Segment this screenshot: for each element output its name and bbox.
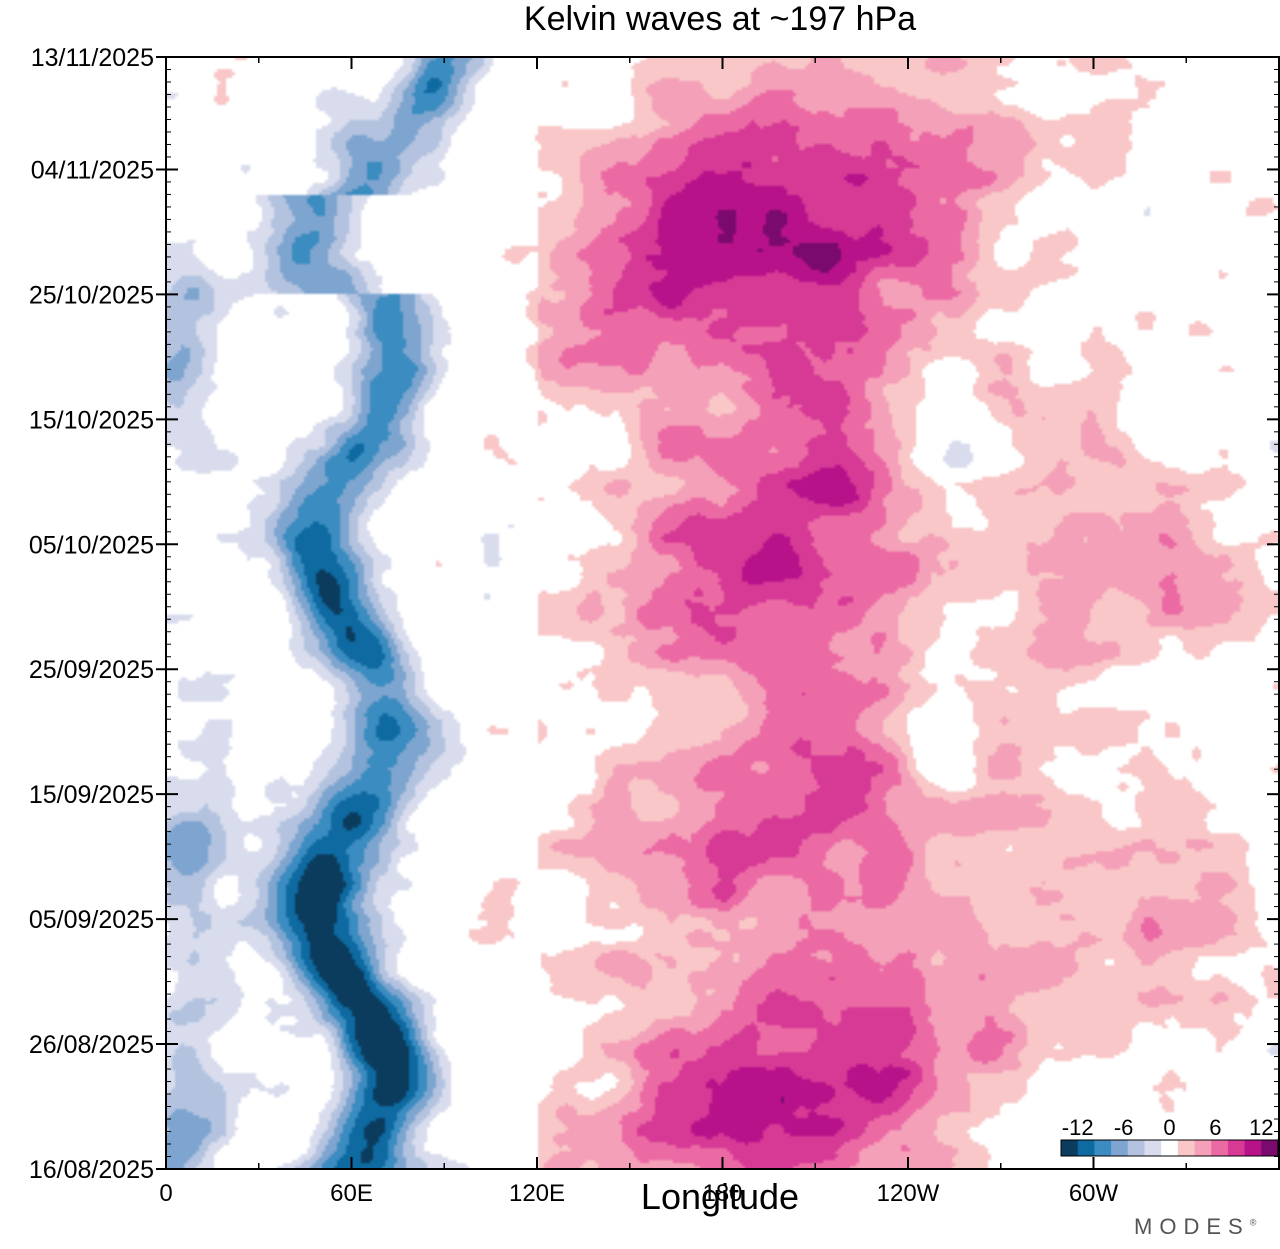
y-tick-label: 26/08/2025 — [29, 1031, 154, 1059]
colorbar-swatch — [1127, 1140, 1145, 1156]
x-tick-label: 120E — [509, 1180, 565, 1207]
colorbar-swatch — [1194, 1140, 1212, 1156]
y-tick-label: 05/10/2025 — [29, 531, 154, 559]
colorbar-swatch — [1261, 1140, 1279, 1156]
colorbar-swatch — [1061, 1140, 1079, 1156]
logo-mark: ® — [1249, 1217, 1257, 1228]
y-tick-label: 13/11/2025 — [31, 44, 154, 72]
modes-logo: MODES® — [1134, 1214, 1256, 1240]
colorbar-swatch — [1244, 1140, 1262, 1156]
x-tick-label: 120W — [877, 1180, 940, 1207]
anomaly-field — [166, 57, 1279, 1169]
colorbar-swatch — [1227, 1140, 1246, 1156]
x-tick-label: 180 — [702, 1180, 742, 1207]
x-tick-label: 60E — [330, 1180, 373, 1207]
y-tick-label: 05/09/2025 — [29, 906, 154, 934]
colorbar-label: 0 — [1163, 1115, 1175, 1140]
colorbar-label: -6 — [1114, 1115, 1134, 1140]
colorbar: -12 -6 0 6 12 — [1060, 1115, 1279, 1157]
colorbar-label: 6 — [1209, 1115, 1221, 1140]
logo-text: MODES — [1134, 1214, 1250, 1239]
colorbar-label: 12 — [1249, 1115, 1273, 1140]
y-tick-label: 15/10/2025 — [29, 406, 154, 434]
x-axis: 0 60E 120E 180 120W 60W — [159, 57, 1280, 1207]
colorbar-swatch — [1161, 1140, 1179, 1156]
y-axis: 16/08/2025 26/08/2025 05/09/2025 15/09/2025… — [29, 44, 1279, 1184]
x-tick-label: 0 — [159, 1180, 172, 1207]
y-tick-label: 15/09/2025 — [29, 781, 154, 809]
x-tick-label: 60W — [1069, 1180, 1119, 1207]
colorbar-swatch — [1144, 1140, 1162, 1156]
colorbar-frame — [1060, 1139, 1279, 1157]
x-axis-label: Longitude — [640, 1176, 800, 1217]
colorbar-label: -12 — [1062, 1115, 1094, 1140]
colorbar-swatch — [1111, 1140, 1129, 1156]
y-tick-label: 25/10/2025 — [29, 281, 154, 309]
colorbar-swatch — [1177, 1140, 1196, 1156]
colorbar-swatch — [1077, 1140, 1095, 1156]
chart-title: Kelvin waves at ~197 hPa — [523, 0, 917, 38]
colorbar-swatch — [1094, 1140, 1112, 1156]
y-tick-label: 25/09/2025 — [29, 656, 154, 684]
y-tick-label: 04/11/2025 — [31, 156, 154, 184]
colorbar-swatch — [1211, 1140, 1229, 1156]
y-tick-label: 16/08/2025 — [29, 1156, 154, 1184]
